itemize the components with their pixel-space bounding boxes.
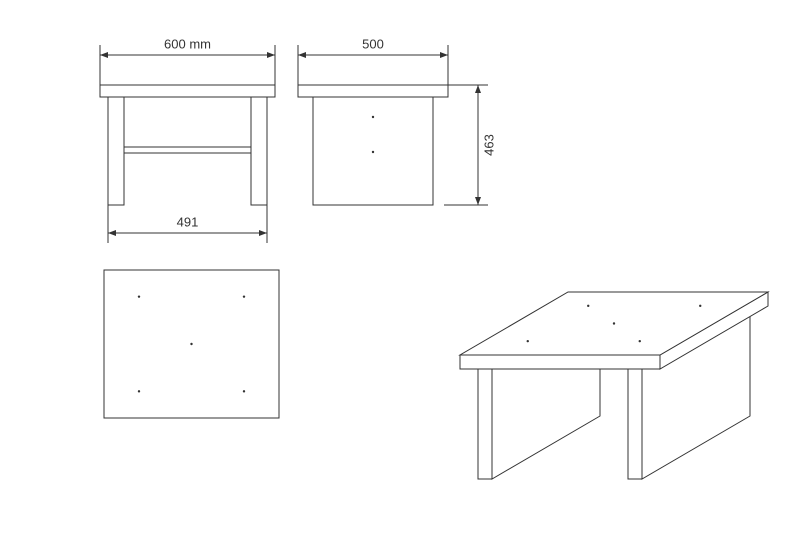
svg-text:500: 500	[362, 36, 384, 51]
technical-drawing: 600 mm 491 500 463	[0, 0, 800, 533]
front-view: 600 mm 491	[100, 36, 275, 243]
svg-text:463: 463	[481, 134, 496, 156]
dim-front-width: 600 mm	[100, 36, 275, 89]
dim-front-legspan: 491	[108, 201, 267, 243]
svg-text:491: 491	[177, 214, 199, 229]
top-view	[104, 270, 279, 418]
side-view: 500 463	[298, 36, 496, 205]
dim-side-width: 500	[298, 36, 448, 89]
isometric-view	[460, 292, 768, 479]
dim-side-height: 463	[444, 85, 496, 205]
svg-text:600 mm: 600 mm	[164, 36, 211, 51]
